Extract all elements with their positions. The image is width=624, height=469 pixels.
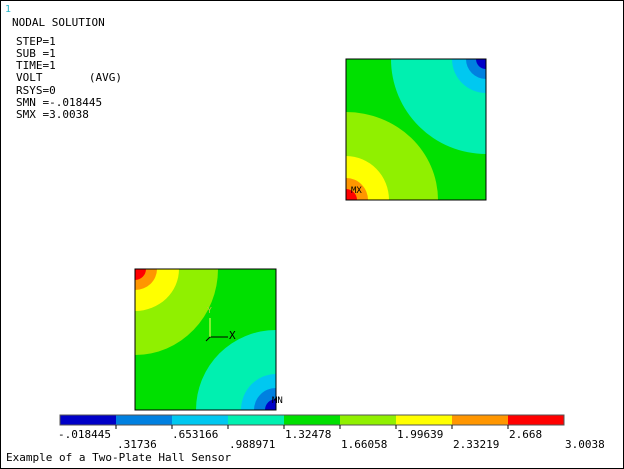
info-step: STEP=1 — [16, 35, 56, 48]
legend-color-swatch — [396, 415, 453, 425]
legend-label: 1.32478 — [285, 428, 332, 441]
legend-color-swatch — [172, 415, 229, 425]
info-time: TIME=1 — [16, 59, 56, 72]
top-plate-marker: MX — [351, 186, 362, 196]
legend-label: 1.66058 — [341, 438, 388, 451]
info-smx: SMX =3.0038 — [16, 108, 89, 121]
triad-x-label: X — [229, 329, 236, 342]
legend-label: 1.99639 — [397, 428, 444, 441]
top-plate-outline — [345, 58, 487, 201]
info-smn: SMN =-.018445 — [16, 96, 103, 109]
info-sub: SUB =1 — [16, 47, 56, 60]
info-rsys: RSYS=0 — [16, 84, 56, 97]
coordinate-triad — [205, 318, 228, 342]
legend-color-swatch — [284, 415, 341, 425]
legend-color-bar — [60, 415, 565, 425]
legend-color-swatch — [60, 415, 117, 425]
top-plate-contour — [346, 59, 486, 200]
window-number: 1 — [5, 4, 12, 15]
legend-label: 2.33219 — [453, 438, 500, 451]
legend-color-swatch — [228, 415, 285, 425]
bottom-plate-contour — [135, 269, 276, 410]
legend-label: -.018445 — [58, 428, 111, 441]
bottom-plate-marker: MN — [272, 396, 283, 406]
solution-title: NODAL SOLUTION — [12, 16, 105, 29]
legend-label: .653166 — [172, 428, 219, 441]
legend-color-swatch — [508, 415, 565, 425]
legend-color-swatch — [116, 415, 173, 425]
legend-color-swatch — [340, 415, 397, 425]
legend-label: 3.0038 — [565, 438, 605, 451]
legend-label: .988971 — [229, 438, 276, 451]
info-volt: VOLT (AVG) — [16, 71, 122, 84]
triad-y-label: Y — [207, 306, 212, 315]
bottom-plate-outline — [134, 268, 277, 411]
legend-color-swatch — [452, 415, 509, 425]
legend-label: 2.668 — [509, 428, 543, 441]
legend-label: .31736 — [117, 438, 157, 451]
plot-title: Example of a Two-Plate Hall Sensor — [6, 451, 232, 464]
